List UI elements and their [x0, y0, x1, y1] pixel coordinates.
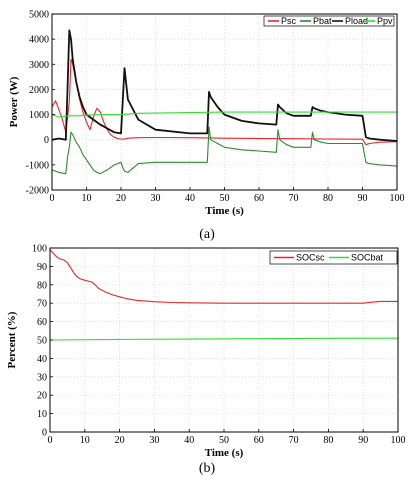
chart-a-legend-label-ppv: Ppv — [377, 16, 393, 26]
chart-a-y-tick-label: 1000 — [29, 110, 49, 121]
chart-b-x-tick-label: 90 — [358, 435, 368, 446]
chart-a-y-axis-label: Power (W) — [8, 76, 20, 127]
chart-b-y-tick-label: 20 — [37, 391, 47, 402]
chart-b-soc: 0 10 20 30 40 50 60 70 80 90 100 0 10 20 30 40 50 60 70 80 9… — [6, 244, 406, 460]
chart-b-y-tick-label: 10 — [37, 409, 47, 420]
chart-b-x-axis-label: Time (s) — [205, 447, 244, 459]
caption-b: (b) — [199, 461, 216, 476]
chart-b-y-tick-label: 40 — [37, 354, 47, 365]
chart-b-y-tick-label: 70 — [37, 299, 47, 310]
chart-a-x-tick-label: 30 — [151, 193, 161, 204]
chart-b-y-tick-label: 50 — [37, 336, 47, 347]
chart-a-x-tick-label: 10 — [82, 193, 92, 204]
chart-b-y-tick-label: 0 — [42, 428, 47, 439]
chart-b-legend-label-socsc: SOCsc — [296, 253, 325, 263]
chart-b-legend-label-socbat: SOCbat — [351, 253, 384, 263]
caption-a: (a) — [199, 227, 215, 242]
chart-b-x-tick-label: 20 — [115, 435, 125, 446]
chart-a-series-pload — [51, 29, 398, 142]
chart-b-y-tick-label: 100 — [32, 244, 47, 255]
chart-b-y-tick-label: 60 — [37, 317, 47, 328]
chart-b-y-tick-label: 30 — [37, 372, 47, 383]
chart-a-x-tick-label: 80 — [323, 193, 333, 204]
chart-b-y-tick-label: 90 — [37, 262, 47, 273]
chart-a-y-tick-label: -1000 — [26, 160, 49, 171]
chart-b-x-tick-label: 50 — [219, 435, 229, 446]
chart-a-y-tick-label: 3000 — [29, 60, 49, 71]
chart-a-x-tick-label: 40 — [185, 193, 195, 204]
chart-a-y-tick-label: -2000 — [26, 186, 49, 197]
chart-a-power: 0 10 20 30 40 50 60 70 80 90 100 -2000 -1000 0 1000 200… — [8, 10, 405, 218]
chart-b-x-tick-label: 100 — [391, 435, 406, 446]
chart-b-x-tick-label: 30 — [149, 435, 159, 446]
chart-b-y-axis-label: Percent (%) — [6, 311, 18, 368]
chart-b-x-tick-label: 0 — [48, 435, 53, 446]
chart-a-x-tick-label: 70 — [289, 193, 299, 204]
chart-b-x-tick-label: 10 — [80, 435, 90, 446]
chart-a-y-tick-label: 4000 — [29, 35, 49, 46]
chart-a-series-pbat — [51, 126, 398, 175]
chart-a-legend-label-psc: Psc — [281, 16, 297, 26]
chart-a-x-tick-label: 90 — [358, 193, 368, 204]
chart-a-series-psc — [51, 58, 398, 146]
chart-a-y-tick-label: 0 — [44, 135, 49, 146]
chart-b-series-socsc — [49, 249, 398, 304]
chart-a-legend — [263, 15, 395, 27]
chart-a-y-tick-label: 2000 — [29, 85, 49, 96]
chart-a-x-tick-label: 60 — [254, 193, 264, 204]
chart-a-series-ppv — [51, 111, 397, 118]
chart-b-x-tick-label: 80 — [323, 435, 333, 446]
chart-b-series-socbat — [49, 337, 399, 341]
chart-b-x-tick-label: 40 — [184, 435, 194, 446]
chart-a-x-tick-label: 50 — [220, 193, 230, 204]
chart-a-legend-label-pload: Pload — [345, 16, 368, 26]
chart-a-x-tick-label: 20 — [116, 193, 126, 204]
chart-a-x-axis-label: Time (s) — [205, 205, 244, 217]
chart-a-legend-label-pbat: Pbat — [313, 16, 332, 26]
chart-a-x-tick-label: 0 — [50, 193, 55, 204]
chart-a-x-tick-label: 100 — [390, 193, 405, 204]
chart-a-y-tick-label: 5000 — [29, 10, 49, 21]
chart-b-x-tick-label: 60 — [254, 435, 264, 446]
chart-b-y-tick-label: 80 — [37, 280, 47, 291]
chart-b-x-tick-label: 70 — [289, 435, 299, 446]
